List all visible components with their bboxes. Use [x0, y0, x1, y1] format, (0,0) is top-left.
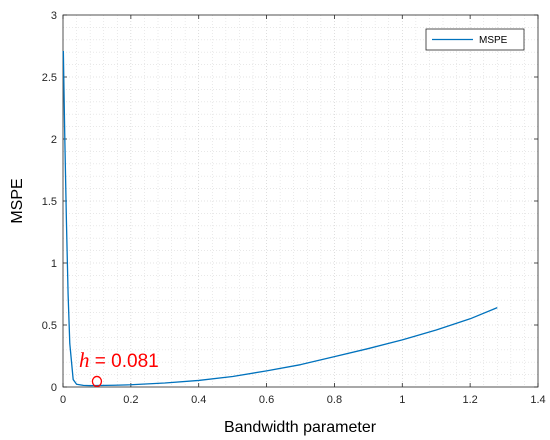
x-tick-label: 0.2 — [123, 394, 138, 406]
y-axis-title: MSPE — [9, 178, 26, 223]
grid — [63, 15, 538, 387]
x-tick-label: 0.6 — [259, 394, 274, 406]
legend-box — [425, 28, 525, 51]
x-tick-label: 0.8 — [327, 394, 342, 406]
optimal-bandwidth-marker — [91, 375, 103, 388]
legend: MSPE — [425, 28, 525, 51]
y-tick-label: 1 — [51, 258, 57, 270]
y-tick-label: 3 — [51, 10, 57, 22]
legend-label: MSPE — [479, 35, 508, 46]
x-tick-label: 0 — [60, 394, 66, 406]
y-tick-label: 1.5 — [42, 196, 57, 208]
x-tick-label: 1.4 — [530, 394, 545, 406]
y-tick-label: 2 — [51, 134, 57, 146]
x-tick-label: 1.2 — [462, 394, 477, 406]
y-tick-labels: 0 0.5 1 1.5 2 2.5 3 — [42, 10, 57, 394]
y-tick-label: 0.5 — [42, 320, 57, 332]
x-tick-label: 1 — [399, 394, 405, 406]
series-line-mspe — [62, 50, 498, 387]
annotation-value: = 0.081 — [90, 351, 159, 372]
x-tick-labels: 0 0.2 0.4 0.6 0.8 1 1.2 1.4 — [60, 394, 546, 406]
y-tick-label: 2.5 — [42, 72, 57, 84]
y-tick-label: 0 — [51, 382, 57, 394]
x-axis-title: Bandwidth parameter — [224, 419, 377, 436]
annotation-symbol: h — [79, 348, 90, 372]
annotation: h = 0.081 — [79, 348, 159, 388]
annotation-label: h = 0.081 — [79, 348, 159, 372]
x-tick-label: 0.4 — [191, 394, 206, 406]
series-layer — [62, 50, 498, 387]
